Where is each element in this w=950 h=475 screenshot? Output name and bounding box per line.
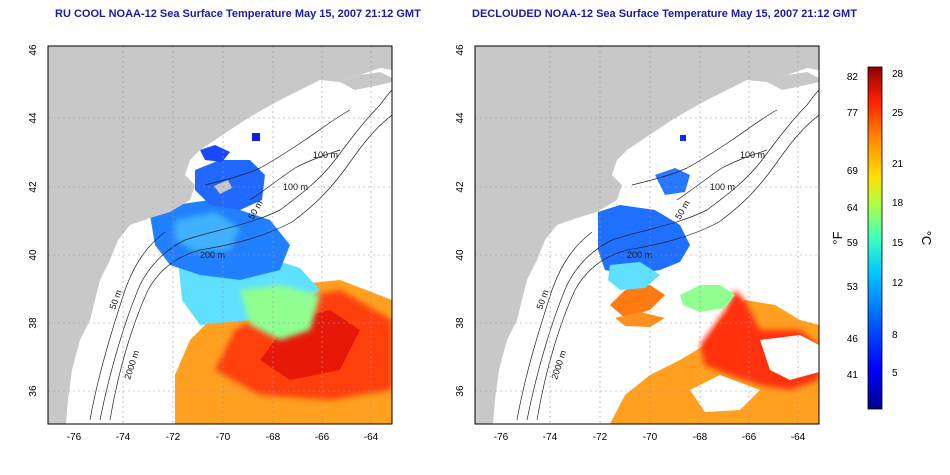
x-tick-label: -72: [593, 432, 608, 443]
left-map-panel: 100 m 100 m 50 m 200 m 50 m 2000 m -76 -…: [28, 44, 393, 443]
x-tick-label: -70: [643, 432, 658, 443]
celsius-tick: 8: [892, 330, 898, 341]
colorbar-gradient: [867, 66, 883, 410]
x-tick-label: -66: [315, 432, 330, 443]
y-tick-label: 42: [455, 181, 466, 193]
fahrenheit-tick: 53: [847, 282, 859, 293]
y-tick-label: 44: [28, 112, 39, 124]
x-tick-label: -68: [266, 432, 281, 443]
map-grid: [475, 46, 819, 424]
fahrenheit-tick: 82: [847, 72, 859, 83]
fahrenheit-tick: 46: [847, 334, 859, 345]
contour-label: 100 m: [710, 182, 735, 192]
map-grid: [48, 46, 392, 424]
x-tick-label: -68: [693, 432, 708, 443]
x-tick-label: -66: [742, 432, 757, 443]
y-tick-label: 38: [28, 317, 39, 329]
x-tick-label: -72: [166, 432, 181, 443]
map-frame: [47, 45, 393, 425]
celsius-tick: 25: [892, 108, 904, 119]
x-tick-label: -64: [791, 432, 806, 443]
fahrenheit-tick: 77: [847, 108, 859, 119]
celsius-axis-label: °C: [919, 231, 934, 246]
right-map-title: DECLOUDED NOAA-12 Sea Surface Temperatur…: [472, 8, 857, 20]
celsius-tick: 21: [892, 159, 904, 170]
contour-label: 200 m: [627, 250, 652, 260]
y-tick-label: 40: [28, 249, 39, 261]
fahrenheit-axis-label: °F: [830, 231, 845, 244]
y-tick-label: 38: [455, 317, 466, 329]
x-tick-label: -76: [494, 432, 509, 443]
sst-field: [598, 135, 819, 424]
contour-label: 100 m: [740, 150, 765, 160]
land-mass: [475, 46, 819, 424]
fahrenheit-tick: 69: [847, 166, 859, 177]
temperature-colorbar: 82 77 69 64 59 53 46 41 28 25 21 18 15 1…: [830, 66, 934, 410]
y-tick-label: 46: [455, 44, 466, 56]
celsius-tick: 28: [892, 69, 904, 80]
bathymetry-contours: [89, 89, 392, 421]
y-tick-label: 36: [455, 385, 466, 397]
celsius-tick: 5: [892, 368, 898, 379]
celsius-tick: 12: [892, 278, 904, 289]
contour-label: 200 m: [200, 250, 225, 260]
y-tick-label: 36: [28, 385, 39, 397]
y-tick-label: 40: [455, 249, 466, 261]
map-frame: [474, 45, 820, 425]
fahrenheit-tick: 59: [847, 238, 859, 249]
x-tick-label: -64: [364, 432, 379, 443]
right-map-panel: 100 m 100 m 50 m 200 m 50 m 2000 m -76 -…: [455, 44, 820, 443]
sst-field: [150, 133, 392, 424]
x-tick-label: -76: [67, 432, 82, 443]
fahrenheit-tick: 64: [847, 203, 859, 214]
x-tick-label: -74: [543, 432, 558, 443]
y-tick-label: 46: [28, 44, 39, 56]
left-map-title: RU COOL NOAA-12 Sea Surface Temperature …: [55, 8, 421, 20]
y-tick-label: 42: [28, 181, 39, 193]
celsius-tick: 15: [892, 238, 904, 249]
y-tick-label: 44: [455, 112, 466, 124]
fahrenheit-tick: 41: [847, 370, 859, 381]
contour-label: 100 m: [283, 182, 308, 192]
bathymetry-contours: [516, 89, 819, 421]
x-tick-label: -74: [116, 432, 131, 443]
contour-label: 100 m: [313, 150, 338, 160]
celsius-tick: 18: [892, 198, 904, 209]
x-tick-label: -70: [216, 432, 231, 443]
